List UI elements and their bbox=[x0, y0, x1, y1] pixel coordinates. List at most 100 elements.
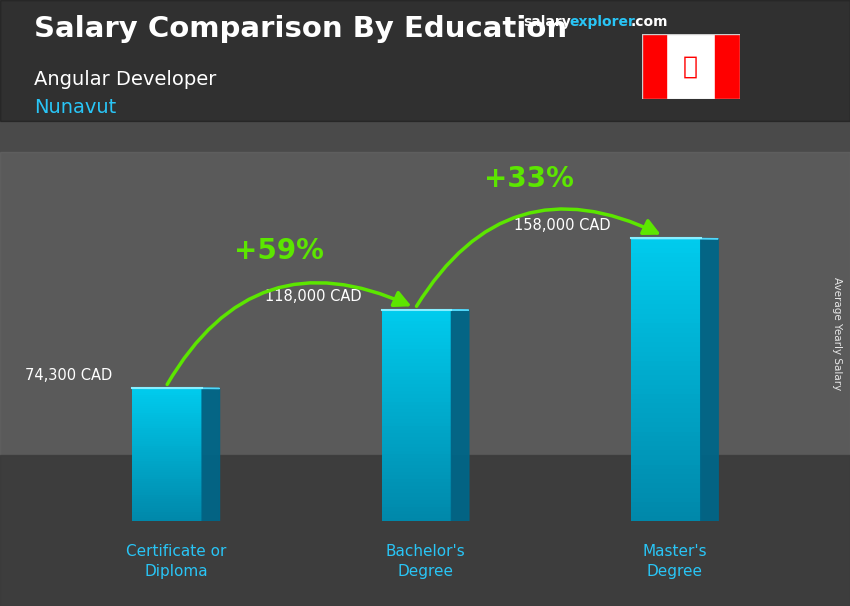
Bar bbox=[631, 290, 700, 295]
Polygon shape bbox=[700, 239, 718, 521]
Bar bbox=[631, 271, 700, 276]
Bar bbox=[133, 465, 202, 468]
Bar bbox=[631, 469, 700, 474]
Bar bbox=[382, 359, 451, 363]
Bar bbox=[133, 476, 202, 479]
Bar bbox=[133, 514, 202, 517]
Bar bbox=[382, 454, 451, 458]
Bar bbox=[133, 412, 202, 415]
Polygon shape bbox=[451, 310, 469, 521]
Bar bbox=[133, 401, 202, 404]
Bar bbox=[133, 459, 202, 461]
Bar bbox=[133, 470, 202, 473]
Bar bbox=[631, 252, 700, 258]
Bar bbox=[133, 452, 202, 454]
Bar bbox=[631, 413, 700, 418]
Bar bbox=[382, 313, 451, 317]
Bar bbox=[0, 0, 850, 121]
Bar bbox=[133, 483, 202, 486]
Bar bbox=[631, 445, 700, 450]
Bar bbox=[382, 387, 451, 391]
Text: Nunavut: Nunavut bbox=[34, 98, 116, 117]
Bar bbox=[133, 397, 202, 399]
Bar bbox=[631, 478, 700, 484]
Bar bbox=[382, 373, 451, 377]
Bar bbox=[382, 370, 451, 373]
Bar bbox=[631, 267, 700, 271]
Text: Average Yearly Salary: Average Yearly Salary bbox=[832, 277, 842, 390]
Bar bbox=[133, 417, 202, 419]
Bar bbox=[133, 410, 202, 413]
Bar bbox=[133, 388, 202, 390]
Bar bbox=[382, 362, 451, 367]
Bar bbox=[631, 422, 700, 427]
Bar bbox=[133, 419, 202, 421]
Bar bbox=[382, 447, 451, 451]
Bar bbox=[133, 468, 202, 470]
Bar bbox=[631, 285, 700, 290]
Text: Salary Comparison By Education: Salary Comparison By Education bbox=[34, 15, 567, 43]
Bar bbox=[631, 403, 700, 408]
Bar bbox=[382, 471, 451, 476]
Bar bbox=[382, 384, 451, 387]
Bar bbox=[631, 417, 700, 422]
Bar bbox=[133, 510, 202, 512]
Text: 🍁: 🍁 bbox=[683, 55, 698, 79]
Bar bbox=[133, 425, 202, 428]
Bar bbox=[382, 422, 451, 426]
Bar bbox=[631, 389, 700, 394]
Bar bbox=[133, 499, 202, 501]
Bar bbox=[382, 518, 451, 521]
Bar bbox=[133, 512, 202, 514]
Bar bbox=[631, 384, 700, 389]
Bar bbox=[0, 454, 850, 606]
Bar bbox=[631, 262, 700, 267]
Bar bbox=[631, 375, 700, 380]
Bar bbox=[631, 516, 700, 521]
Bar bbox=[382, 450, 451, 454]
Bar bbox=[382, 429, 451, 433]
Bar bbox=[133, 405, 202, 408]
Text: Bachelor's
Degree: Bachelor's Degree bbox=[385, 544, 465, 579]
Bar bbox=[382, 338, 451, 342]
Bar bbox=[382, 317, 451, 321]
Text: explorer: explorer bbox=[570, 15, 635, 29]
Bar bbox=[382, 493, 451, 496]
Bar bbox=[133, 501, 202, 504]
Bar bbox=[631, 431, 700, 436]
Bar bbox=[631, 337, 700, 342]
Bar bbox=[631, 247, 700, 253]
Bar bbox=[631, 498, 700, 502]
Bar bbox=[133, 479, 202, 481]
Bar bbox=[382, 391, 451, 395]
Text: salary: salary bbox=[523, 15, 570, 29]
Text: .com: .com bbox=[631, 15, 668, 29]
Text: 158,000 CAD: 158,000 CAD bbox=[514, 218, 611, 233]
Bar bbox=[715, 34, 740, 99]
Bar bbox=[382, 440, 451, 444]
Bar bbox=[133, 496, 202, 499]
Bar bbox=[382, 444, 451, 447]
Bar bbox=[133, 443, 202, 446]
Bar bbox=[631, 474, 700, 479]
Bar bbox=[631, 441, 700, 446]
Bar bbox=[133, 430, 202, 433]
Bar bbox=[133, 472, 202, 474]
Text: Master's
Degree: Master's Degree bbox=[643, 544, 707, 579]
Bar bbox=[382, 510, 451, 514]
Bar bbox=[133, 490, 202, 492]
Bar bbox=[382, 401, 451, 405]
Bar bbox=[631, 464, 700, 469]
Bar bbox=[631, 351, 700, 356]
Bar bbox=[631, 455, 700, 460]
Bar bbox=[631, 299, 700, 304]
Bar bbox=[382, 419, 451, 422]
Bar bbox=[133, 404, 202, 406]
Bar bbox=[382, 461, 451, 465]
Bar bbox=[133, 399, 202, 402]
Bar bbox=[133, 454, 202, 457]
Bar bbox=[631, 313, 700, 319]
Bar bbox=[382, 331, 451, 335]
Bar bbox=[382, 345, 451, 348]
Bar bbox=[133, 456, 202, 459]
